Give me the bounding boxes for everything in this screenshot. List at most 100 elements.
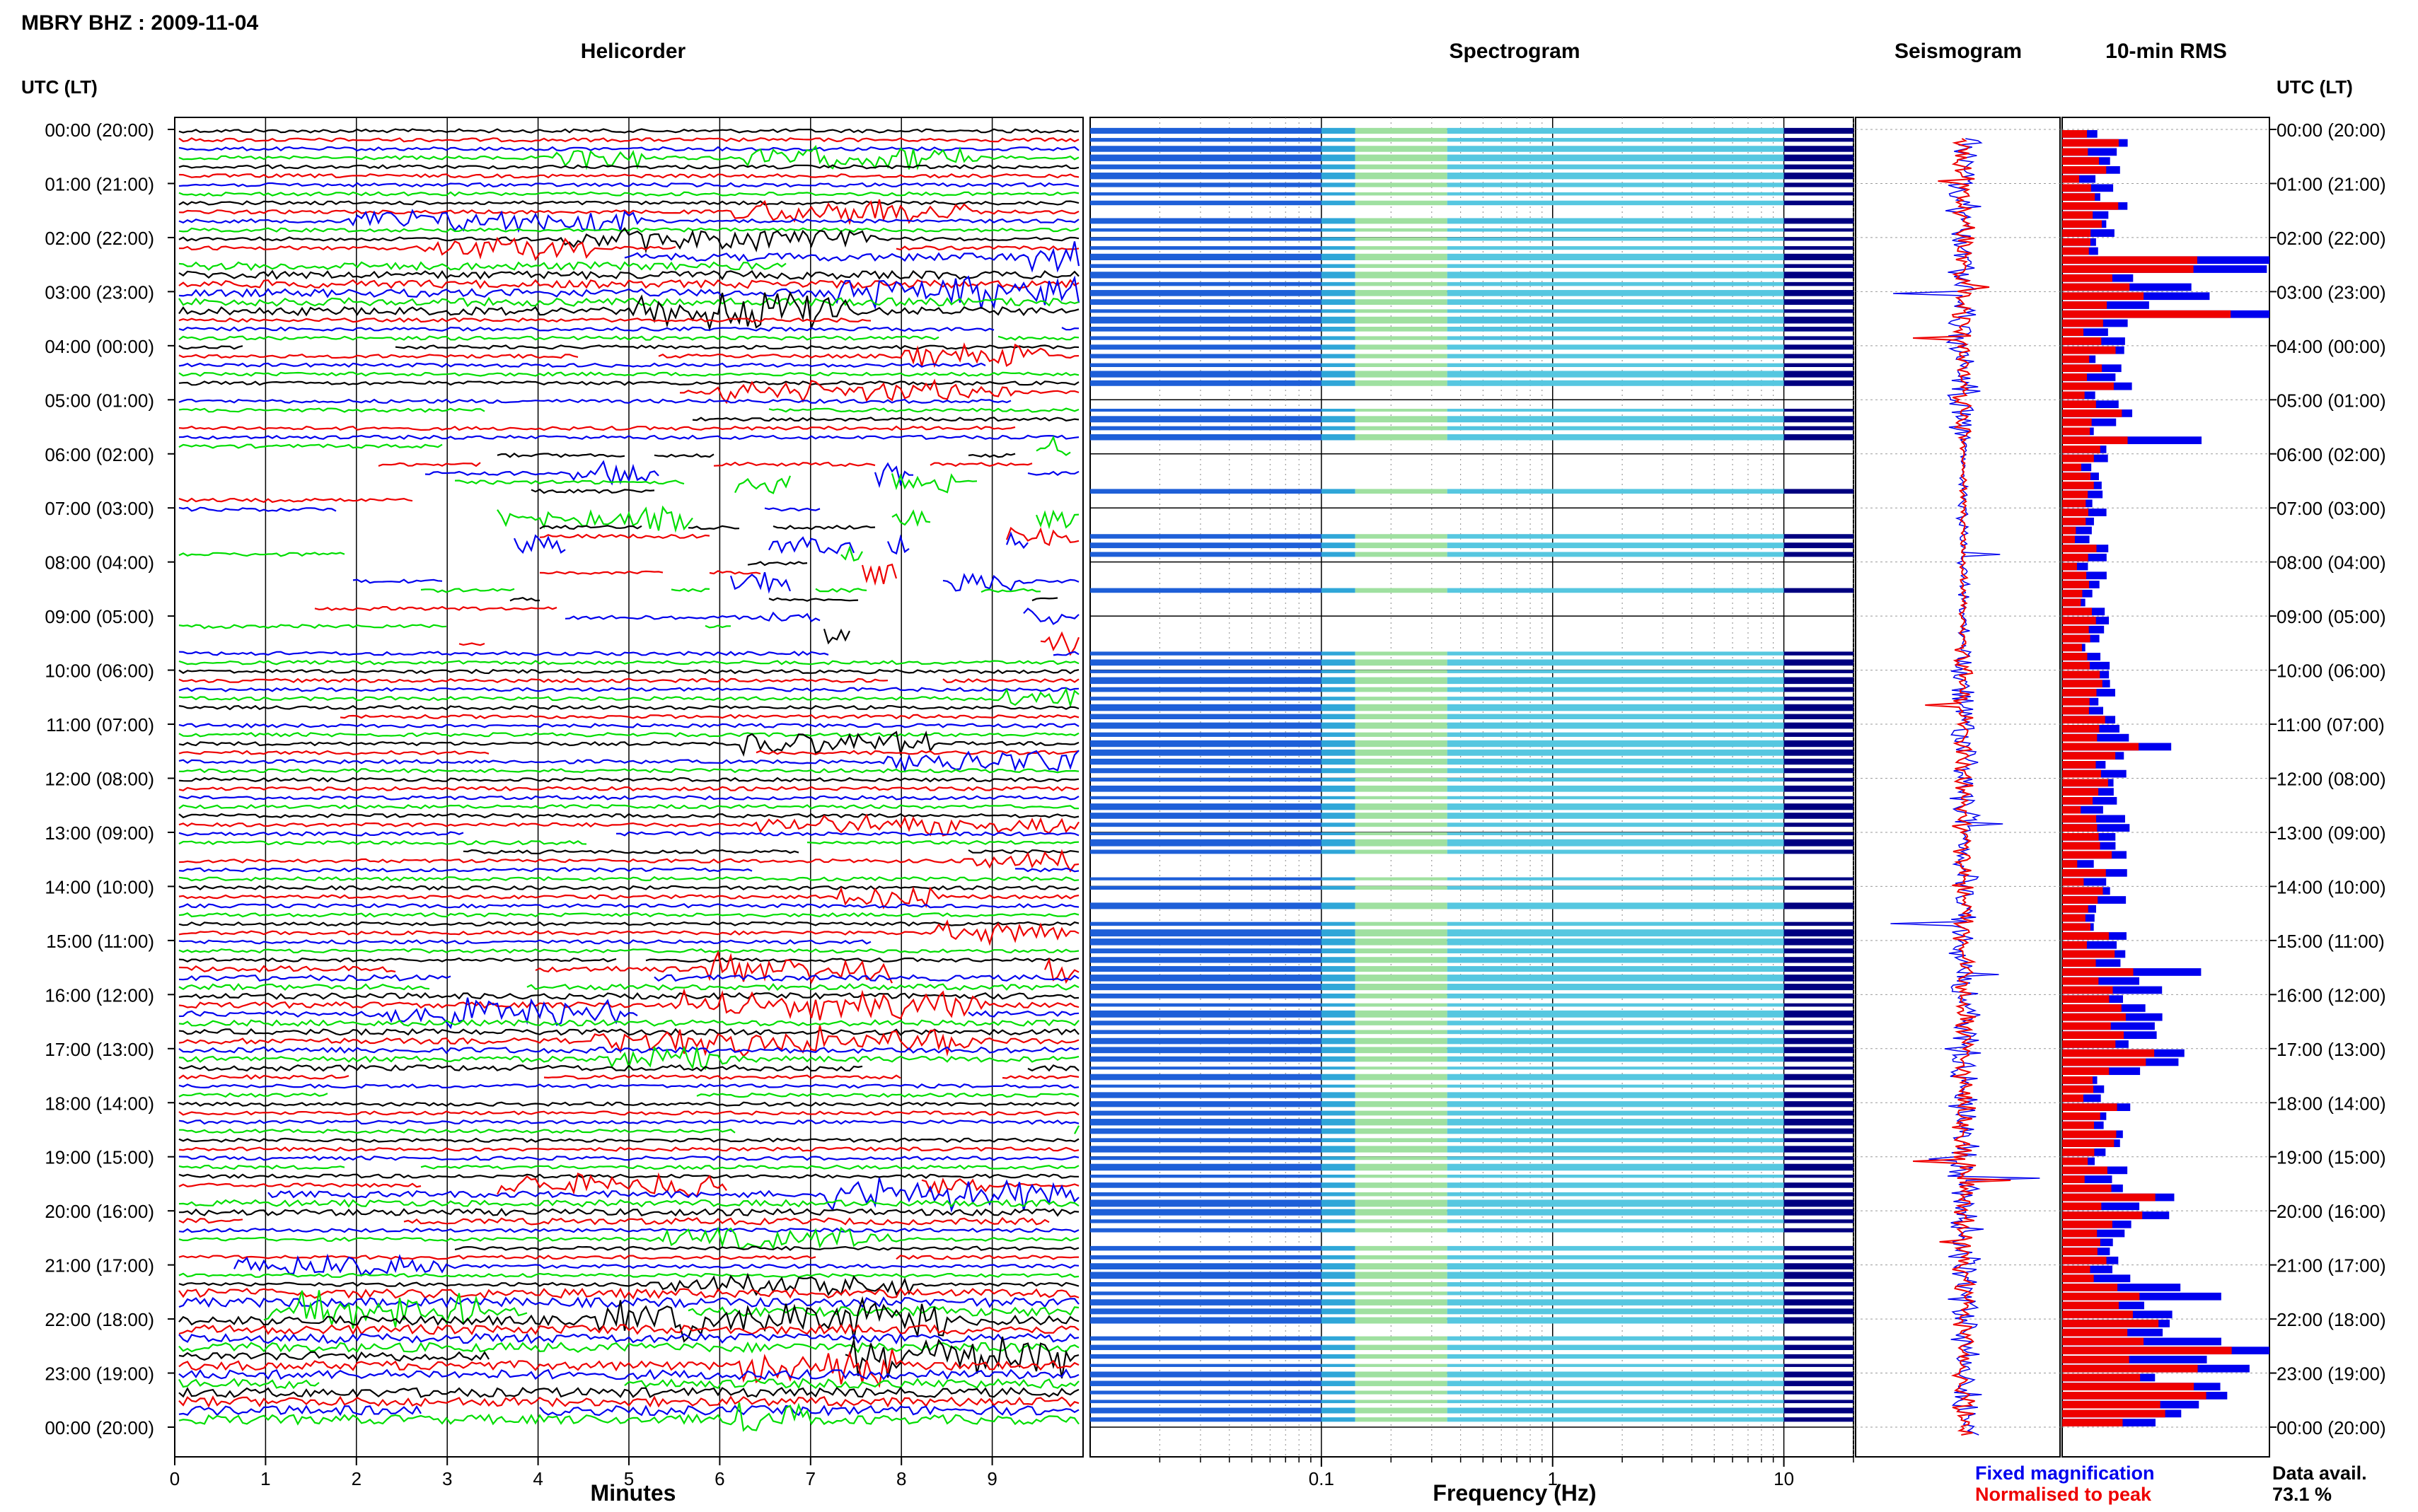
minute-tick-label: 2 xyxy=(352,1468,361,1489)
helicorder-trace xyxy=(178,1216,1050,1226)
minute-tick-label: 8 xyxy=(896,1468,906,1489)
rms-bar-normalised xyxy=(2062,995,2110,1004)
spectrogram-row xyxy=(1090,380,1853,386)
helicorder-trace xyxy=(420,588,1041,593)
rms-bar-normalised xyxy=(2062,1409,2165,1418)
spectrogram-row xyxy=(1090,796,1853,800)
rms-bar-normalised xyxy=(2062,680,2102,688)
spectrogram-row xyxy=(1090,966,1853,972)
helicorder-trace xyxy=(179,1125,1080,1134)
helicorder-trace xyxy=(352,572,1080,594)
rms-bar-normalised xyxy=(2062,1310,2133,1319)
rms-bar-normalised xyxy=(2062,481,2094,489)
rms-bar-normalised xyxy=(2062,472,2091,480)
rms-bar-normalised xyxy=(2062,427,2090,436)
rms-bar-normalised xyxy=(2062,670,2100,679)
helicorder-trace xyxy=(178,182,1080,188)
rms-bar-fixed xyxy=(2062,1274,2131,1283)
time-label-right: 02:00 (22:00) xyxy=(2277,228,2386,249)
helicorder-trace xyxy=(497,505,1080,533)
spectrogram-row xyxy=(1090,1174,1853,1178)
rms-bar-normalised xyxy=(2062,463,2081,472)
spectrogram-row xyxy=(1090,785,1853,792)
helicorder-trace xyxy=(178,1368,1080,1380)
time-label-left: 10:00 (06:00) xyxy=(45,661,154,682)
spectrogram-row xyxy=(1090,1400,1853,1404)
spectrogram-row xyxy=(1090,993,1853,999)
helicorder-trace xyxy=(178,988,1080,1020)
rms-bar-normalised xyxy=(2062,553,2088,562)
rms-bar-normalised xyxy=(2062,1419,2123,1426)
rms-bar-normalised xyxy=(2062,914,2086,922)
spectrogram-row xyxy=(1090,416,1853,423)
time-label-right: 03:00 (23:00) xyxy=(2277,281,2386,303)
helicorder-trace xyxy=(178,269,1080,281)
helicorder-trace xyxy=(178,144,1080,170)
rms-bar-normalised xyxy=(2062,545,2097,552)
helicorder-trace xyxy=(178,1226,1080,1250)
rms-bar-normalised xyxy=(2062,508,2088,516)
time-label-right: 14:00 (10:00) xyxy=(2277,876,2386,897)
spectrogram-row xyxy=(1090,290,1853,296)
time-label-left: 06:00 (02:00) xyxy=(45,444,154,465)
spectrogram-row xyxy=(1090,1263,1853,1270)
spectrogram-row xyxy=(1090,426,1853,431)
helicorder-trace xyxy=(178,1173,1079,1179)
rms-bar-normalised xyxy=(2062,229,2091,237)
helicorder-trace xyxy=(178,291,1080,332)
rms-bar-normalised xyxy=(2062,1320,2159,1327)
frequency-tick-label: 1 xyxy=(1548,1468,1558,1489)
time-label-left: 07:00 (03:00) xyxy=(45,498,154,519)
spectrogram-row xyxy=(1090,1128,1853,1134)
rms-bar-normalised xyxy=(2062,364,2102,373)
spectrogram-row xyxy=(1090,154,1853,161)
rms-bar-normalised xyxy=(2062,986,2113,994)
rms-bar-normalised xyxy=(2062,896,2098,904)
rms-bar-normalised xyxy=(2062,581,2090,588)
spectrogram-row xyxy=(1090,138,1853,142)
helicorder-trace xyxy=(178,1046,1080,1054)
spectrogram-row xyxy=(1090,1390,1853,1395)
rms-bar-normalised xyxy=(2062,788,2099,796)
helicorder-trace xyxy=(178,1137,1080,1143)
rms-bar-fixed xyxy=(2062,1284,2181,1291)
rms-bar-normalised xyxy=(2062,868,2106,877)
rms-bar-normalised xyxy=(2062,535,2076,544)
spectrogram-row xyxy=(1090,1092,1853,1098)
helicorder-trace xyxy=(178,1272,1080,1296)
spectrogram-row xyxy=(1090,371,1853,378)
rms-bar-normalised xyxy=(2062,220,2102,228)
helicorder-trace xyxy=(178,1332,1080,1345)
helicorder-trace xyxy=(178,876,1080,882)
helicorder-trace xyxy=(178,1074,1080,1080)
rms-bar-normalised xyxy=(2062,1356,2129,1363)
helicorder-trace xyxy=(178,1386,1080,1398)
rms-bar-normalised xyxy=(2062,571,2087,580)
rms-bar-normalised xyxy=(2062,1067,2110,1076)
rms-bar-normalised xyxy=(2062,301,2107,309)
spectrogram-row xyxy=(1090,768,1853,774)
spectrogram-row xyxy=(1090,749,1853,756)
helicorder-trace xyxy=(178,435,1071,456)
helicorder-trace xyxy=(539,526,1080,547)
rms-bar-normalised xyxy=(2062,1383,2194,1391)
minute-tick-label: 5 xyxy=(624,1468,634,1489)
rms-bar-normalised xyxy=(2062,1049,2155,1057)
rms-bar-normalised xyxy=(2062,274,2112,282)
spectrogram-row xyxy=(1090,722,1853,729)
helicorder-x-ticks: 0 1 2 3 4 5 6 7 8 9 xyxy=(170,1457,997,1489)
right-time-labels: 00:00 (20:00) 01:00 (21:00) 02:00 (22:00) 0… xyxy=(2277,120,2386,1438)
spectrogram-row xyxy=(1090,1291,1853,1296)
rms-bar-normalised xyxy=(2062,490,2088,499)
rms-bar-normalised xyxy=(2062,860,2078,868)
spectrogram-row xyxy=(1090,299,1853,306)
helicorder-trace xyxy=(454,1245,1080,1251)
rms-bar-normalised xyxy=(2062,617,2096,624)
helicorder-trace xyxy=(178,1336,1080,1379)
time-label-right: 05:00 (01:00) xyxy=(2277,390,2386,411)
rms-bar-normalised xyxy=(2062,923,2090,931)
spectrogram-row xyxy=(1090,253,1853,261)
rms-bar-normalised xyxy=(2062,1400,2160,1409)
spectrogram-row xyxy=(1090,1047,1853,1054)
spectrogram-row xyxy=(1090,173,1853,180)
